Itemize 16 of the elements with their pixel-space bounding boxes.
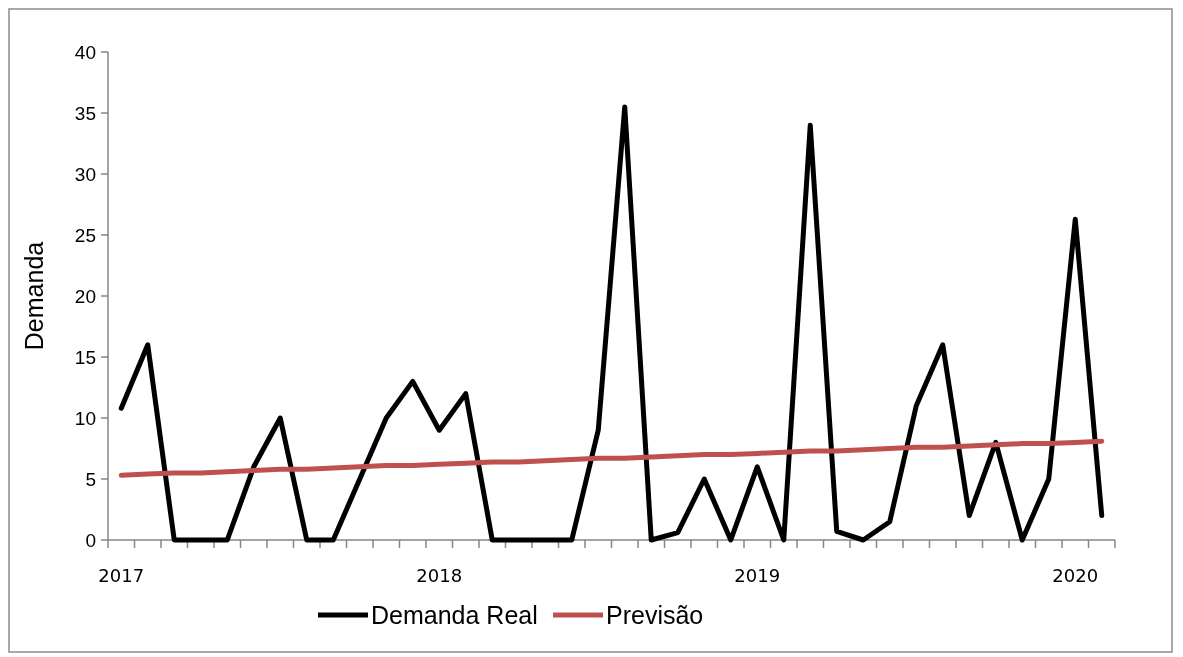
y-tick-label: 10 [74,407,96,429]
x-tick-label: 2017 [98,565,145,586]
y-tick-label: 35 [74,102,96,124]
legend-label: Previsão [606,600,704,629]
y-tick-label: 15 [74,346,96,368]
x-tick-label: 2018 [416,565,463,586]
y-tick-label: 25 [74,224,96,246]
y-tick-label: 20 [74,285,96,307]
x-tick-label: 2020 [1052,565,1099,586]
y-axis-title: Demanda [20,241,48,351]
x-tick-label: 2019 [734,565,781,586]
y-tick-label: 40 [74,41,96,63]
legend-label: Demanda Real [371,600,538,629]
y-tick-label: 0 [85,529,96,551]
y-tick-label: 5 [85,468,96,490]
y-tick-label: 30 [74,163,96,185]
